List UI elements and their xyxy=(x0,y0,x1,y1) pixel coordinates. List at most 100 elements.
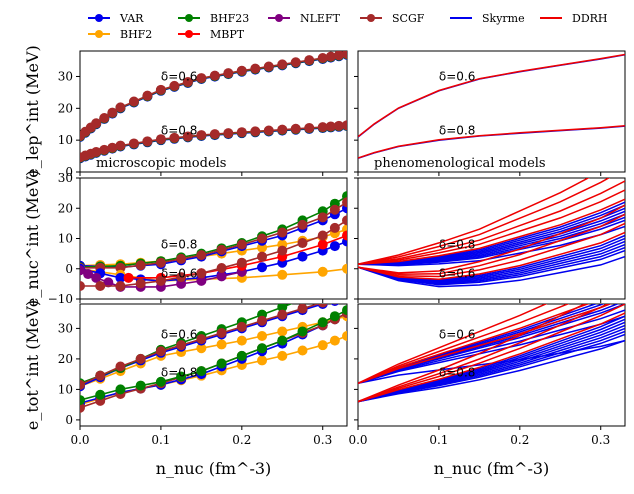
data-point xyxy=(329,335,340,346)
data-point xyxy=(317,53,328,64)
x-tick-label: 0.3 xyxy=(313,433,332,447)
data-point xyxy=(304,122,315,133)
legend-marker xyxy=(95,30,103,38)
annotation-delta: δ=0.8 xyxy=(439,124,475,138)
legend-marker xyxy=(95,14,103,22)
data-point xyxy=(277,350,288,361)
y-tick-label: 30 xyxy=(58,321,73,335)
data-point xyxy=(342,230,347,241)
series-nuc-d06-scgf xyxy=(80,215,347,291)
data-point xyxy=(135,278,146,289)
series-nuc-d08-skyrme xyxy=(358,201,625,267)
model-line xyxy=(358,304,625,403)
x-tick-label: 0.2 xyxy=(510,433,529,447)
data-point xyxy=(91,146,102,157)
x-tick-label: 0.1 xyxy=(429,433,448,447)
data-point xyxy=(236,257,247,268)
series-lep_d06-ddrh xyxy=(358,53,625,138)
model-line xyxy=(358,178,590,265)
data-point xyxy=(318,287,328,297)
axes-frame xyxy=(79,50,348,173)
panel-3-right: 0.0 0.1 0.2 0.3 xyxy=(348,303,626,447)
series-nuc-d08-ddrh xyxy=(358,178,625,265)
data-point xyxy=(115,280,126,291)
annotation-delta: δ=0.8 xyxy=(161,238,197,252)
annotation-delta: δ=0.8 xyxy=(439,238,475,252)
axes-frame xyxy=(357,303,626,427)
data-point xyxy=(99,144,110,155)
model-line xyxy=(358,54,625,138)
legend-entry-skyrme: Skyrme xyxy=(450,12,525,25)
annotation-delta: δ=0.6 xyxy=(161,266,197,280)
data-point xyxy=(80,379,85,390)
panel-1-right xyxy=(354,50,626,176)
data-point xyxy=(115,262,126,273)
model-line xyxy=(358,125,625,159)
data-point xyxy=(176,340,187,351)
model-line xyxy=(358,213,625,276)
data-point xyxy=(103,277,114,288)
data-point xyxy=(332,304,337,305)
model-line xyxy=(358,189,625,265)
x-tick-label: 0.0 xyxy=(70,433,89,447)
y-tick-label: 20 xyxy=(58,352,73,366)
data-point xyxy=(91,272,102,283)
data-point xyxy=(155,84,166,95)
legend-label: VAR xyxy=(119,12,144,25)
legend-label: Skyrme xyxy=(482,12,525,25)
data-point xyxy=(297,326,308,337)
y-tick-label: 0 xyxy=(65,262,73,276)
legend-marker xyxy=(275,14,283,22)
data-point xyxy=(297,219,308,230)
data-point xyxy=(342,120,347,131)
data-point xyxy=(317,340,328,351)
legend-entry-bhf2: BHF2 xyxy=(88,28,152,41)
model-line xyxy=(358,125,625,160)
data-point xyxy=(196,343,207,354)
data-point xyxy=(277,269,288,280)
series-tot-d06-var xyxy=(80,304,339,392)
data-point xyxy=(128,96,139,107)
data-point xyxy=(176,371,187,382)
data-point xyxy=(83,269,94,280)
legend-marker xyxy=(185,14,193,22)
data-point xyxy=(236,65,247,76)
data-point xyxy=(123,272,134,283)
data-point xyxy=(277,304,288,313)
data-point xyxy=(176,272,187,283)
series-tot-d08-scgf xyxy=(80,308,347,413)
data-point xyxy=(135,380,146,391)
data-point xyxy=(155,376,166,387)
legend-label: BHF23 xyxy=(210,12,249,25)
data-point xyxy=(277,326,288,337)
series-nuc-d08-scgf xyxy=(80,197,347,273)
data-point xyxy=(115,384,126,395)
data-point xyxy=(317,317,328,328)
legend-entry-mbpt: MBPT xyxy=(178,28,245,41)
data-point xyxy=(216,244,227,255)
data-point xyxy=(99,112,110,123)
model-line xyxy=(358,198,625,265)
data-point xyxy=(236,350,247,361)
data-point xyxy=(155,275,166,286)
data-point xyxy=(317,212,328,223)
data-point xyxy=(342,331,347,342)
annotation-delta: δ=0.8 xyxy=(161,124,197,138)
data-point xyxy=(196,275,207,286)
data-point xyxy=(342,197,347,208)
series-nuc-d06-ddrh xyxy=(358,204,625,281)
data-point xyxy=(297,251,308,262)
y-tick-label: 10 xyxy=(58,382,73,396)
series-tot-d06-scgf xyxy=(80,304,337,390)
data-point xyxy=(250,126,261,137)
data-point xyxy=(91,118,102,129)
legend-entry-var: VAR xyxy=(88,12,144,25)
data-point xyxy=(80,280,85,291)
data-point xyxy=(223,128,234,139)
x-axis-label: n_nuc (fm^-3) xyxy=(434,459,550,478)
data-point xyxy=(223,68,234,79)
legend-marker xyxy=(367,14,375,22)
data-point xyxy=(290,57,301,68)
annotation-delta: δ=0.6 xyxy=(439,69,475,83)
panel-3-left: 0.0 0.1 0.2 0.3 0 10 20 30 xyxy=(58,303,348,447)
